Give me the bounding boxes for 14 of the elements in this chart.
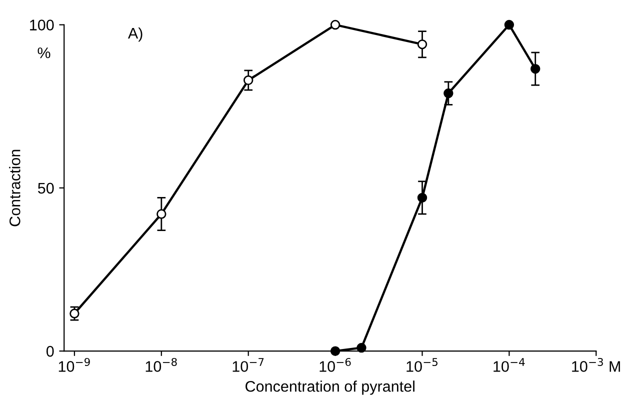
y-tick-label: 100 (30, 20, 54, 30)
x-tick-label: 10$^{−6}$ (320, 358, 351, 372)
x-tick-label: 10$^{−4}$ (494, 358, 525, 372)
text: % (38, 47, 50, 58)
y-tick-label: 0 (46, 346, 54, 357)
x-axis-title: Concentration of pyrantel (246, 380, 414, 395)
annotation: A) (128, 27, 142, 42)
x-tick-label: 10$^{−9}$ (58, 358, 90, 372)
x-tick-label: 10$^{−3}$ M (572, 358, 620, 372)
y-tick-label: 50 (38, 182, 54, 194)
x-tick-label: 10$^{−5}$ (406, 358, 438, 372)
y-axis-title: Contraction (9, 150, 20, 226)
x-tick-label: 10$^{−8}$ (146, 358, 177, 372)
x-tick-label: 10$^{−7}$ (232, 358, 264, 372)
